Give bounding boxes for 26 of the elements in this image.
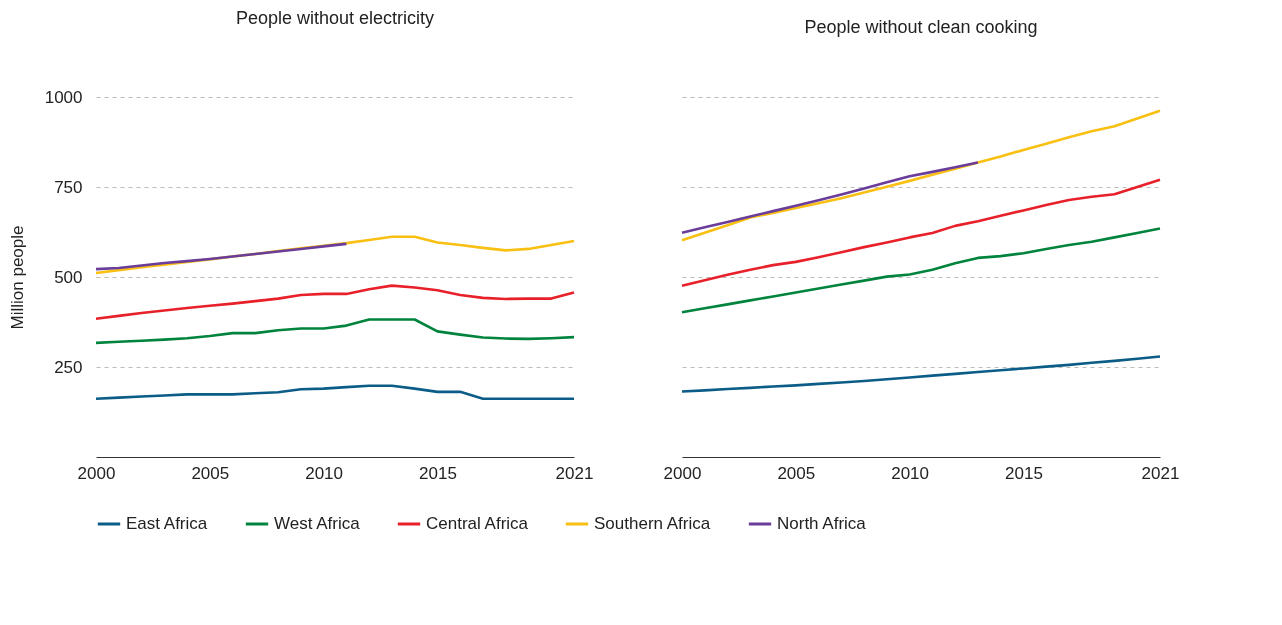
x-tick-label: 2000 — [77, 463, 116, 483]
x-tick-label: 2005 — [777, 463, 816, 483]
legend-label: North Africa — [777, 514, 867, 533]
legend-label: Central Africa — [426, 514, 529, 533]
y-tick-label: 250 — [54, 357, 83, 377]
line-series — [94, 284, 576, 321]
legend-label: East Africa — [126, 514, 208, 533]
x-tick-label: 2021 — [555, 463, 594, 483]
y-tick-label: 750 — [54, 177, 83, 197]
y-tick-label: 500 — [54, 267, 83, 287]
x-tick-label: 2015 — [419, 463, 457, 483]
chart-title: People without clean cooking — [804, 17, 1038, 37]
legend-label: West Africa — [274, 514, 361, 533]
x-tick-label: 2021 — [1141, 463, 1180, 483]
line-series — [94, 318, 576, 345]
x-tick-label: 2000 — [663, 463, 702, 483]
x-tick-label: 2005 — [191, 463, 230, 483]
chart-title: People without electricity — [235, 8, 435, 28]
x-tick-label: 2010 — [891, 463, 930, 483]
line-series — [94, 384, 576, 400]
legend-label: Southern Africa — [594, 514, 711, 533]
y-tick-label: 1000 — [44, 87, 83, 107]
line-series — [94, 242, 348, 271]
x-tick-label: 2015 — [1005, 463, 1043, 483]
y-axis-title: Million people — [7, 225, 27, 330]
x-tick-label: 2010 — [305, 463, 344, 483]
